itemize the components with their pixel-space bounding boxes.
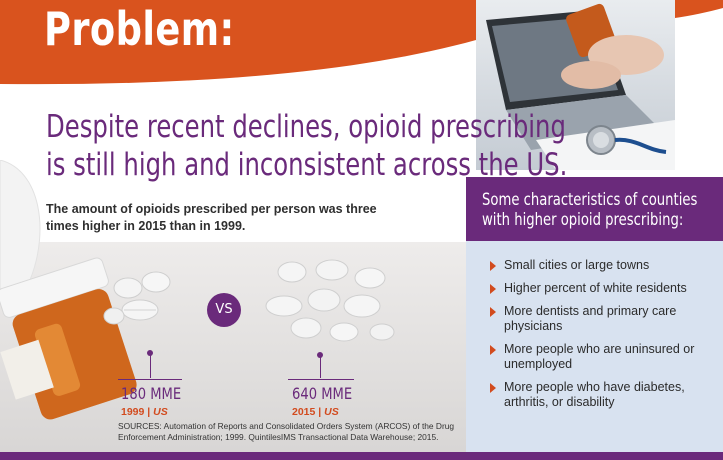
headline: Despite recent declines, opioid prescrib… [46, 108, 567, 184]
pills-1999 [103, 271, 171, 325]
characteristics-panel [466, 241, 723, 452]
bottom-strip [0, 452, 723, 460]
year-1999: 1999 [121, 406, 145, 418]
list-item: Small cities or large towns [490, 258, 710, 273]
characteristics-list: Small cities or large towns Higher perce… [490, 250, 710, 418]
bullet-arrow-icon [490, 261, 496, 271]
lead-text: The amount of opioids prescribed per per… [46, 202, 377, 233]
list-item-text: More dentists and primary care physician… [504, 304, 677, 333]
region-label: US [324, 406, 339, 418]
list-item-text: More people who are uninsured or unemplo… [504, 342, 695, 371]
list-item-text: More people who have diabetes, arthritis… [504, 380, 685, 409]
year-2015: 2015 [292, 406, 316, 418]
underline-2015 [288, 379, 354, 380]
underline-1999 [118, 379, 182, 380]
connector-dot-2015 [317, 352, 323, 358]
list-item: More people who are uninsured or unemplo… [490, 342, 710, 372]
bullet-arrow-icon [490, 383, 496, 393]
region-label: US [153, 406, 168, 418]
list-item-text: Higher percent of white residents [504, 281, 687, 295]
list-item: More dentists and primary care physician… [490, 304, 710, 334]
pill-bottle-illustration [0, 160, 137, 420]
year-separator: | [318, 406, 322, 418]
bullet-arrow-icon [490, 284, 496, 294]
connector-line-2015 [320, 354, 321, 378]
characteristics-title: Some characteristics of counties with hi… [482, 190, 698, 229]
doctor-photo [476, 0, 675, 170]
bullet-arrow-icon [490, 307, 496, 317]
year-label-2015: 2015 | US [292, 406, 339, 418]
vs-badge: VS [207, 293, 241, 327]
page-title: Problem: [44, 2, 235, 56]
headline-line-1: Despite recent declines, opioid prescrib… [46, 109, 566, 145]
list-item: Higher percent of white residents [490, 281, 710, 296]
bullet-arrow-icon [490, 345, 496, 355]
mme-value-2015: 640 MME [292, 384, 353, 403]
connector-dot-1999 [147, 350, 153, 356]
year-label-1999: 1999 | US [121, 406, 168, 418]
sources-note: SOURCES: Automation of Reports and Conso… [118, 421, 455, 442]
list-item-text: Small cities or large towns [504, 258, 650, 272]
mme-value-1999: 180 MME [121, 384, 182, 403]
characteristics-header: Some characteristics of counties with hi… [466, 177, 723, 241]
pills-2015 [265, 259, 395, 342]
connector-line-1999 [150, 352, 151, 378]
year-separator: | [147, 406, 151, 418]
list-item: More people who have diabetes, arthritis… [490, 380, 710, 410]
